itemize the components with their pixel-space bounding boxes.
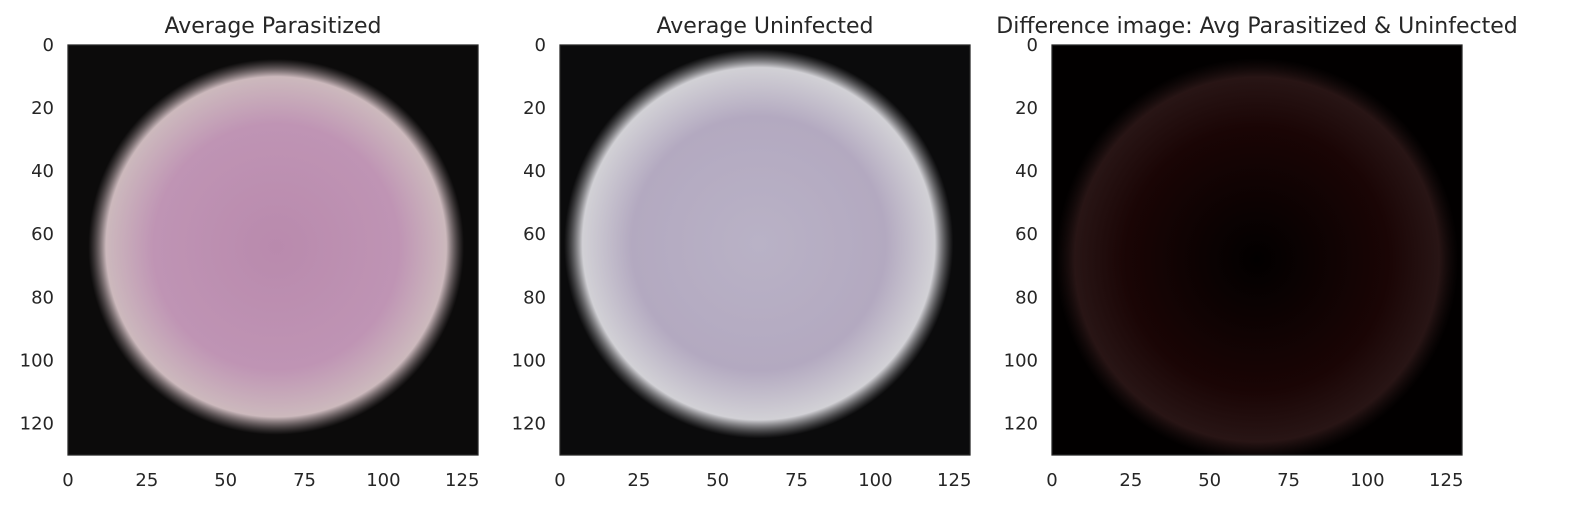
y-tick-label: 100 (1004, 350, 1038, 371)
x-tick-label: 50 (1198, 470, 1221, 491)
x-tick-label: 75 (1277, 470, 1300, 491)
cell-blob (1052, 45, 1462, 455)
axes-frame (67, 44, 479, 456)
x-tick-label: 0 (1046, 470, 1057, 491)
x-tick-label: 100 (1350, 470, 1384, 491)
y-tick-label: 80 (523, 287, 546, 308)
cell-blob (560, 45, 970, 455)
y-tick-label: 120 (20, 413, 54, 434)
y-tick-label: 100 (20, 350, 54, 371)
y-tick-label: 100 (512, 350, 546, 371)
y-tick-label: 20 (1015, 98, 1038, 119)
y-tick-label: 0 (43, 35, 54, 56)
x-tick-label: 25 (1119, 470, 1142, 491)
y-tick-label: 40 (31, 161, 54, 182)
panel-title: Average Parasitized (165, 14, 382, 39)
panel-title: Average Uninfected (657, 14, 874, 39)
x-tick-label: 0 (554, 470, 565, 491)
y-tick-label: 120 (1004, 413, 1038, 434)
panel-2: Average Uninfected 0 25 50 75 100 125 0 20 40 60 80… (512, 14, 972, 491)
y-tick-label: 80 (1015, 287, 1038, 308)
cell-blob (68, 45, 478, 455)
y-tick-label: 60 (31, 224, 54, 245)
y-tick-label: 60 (523, 224, 546, 245)
x-tick-label: 25 (135, 470, 158, 491)
x-tick-label: 125 (1429, 470, 1463, 491)
x-tick-label: 0 (62, 470, 73, 491)
x-tick-label: 25 (627, 470, 650, 491)
panel-title: Difference image: Avg Parasitized & Unin… (996, 14, 1517, 39)
y-tick-label: 0 (1027, 35, 1038, 56)
y-tick-label: 40 (1015, 161, 1038, 182)
x-tick-label: 50 (706, 470, 729, 491)
heatmap-image (560, 45, 970, 455)
y-tick-label: 0 (535, 35, 546, 56)
x-tick-label: 75 (785, 470, 808, 491)
panel-1: Average Parasitized 0 25 50 75 100 125 0 20 40 60 8… (20, 14, 480, 491)
axes-frame (1051, 44, 1463, 456)
heatmap-image (68, 45, 478, 455)
y-tick-label: 80 (31, 287, 54, 308)
x-tick-label: 75 (293, 470, 316, 491)
panel-3: Difference image: Avg Parasitized & Unin… (996, 14, 1517, 491)
x-tick-label: 125 (937, 470, 971, 491)
y-tick-label: 20 (31, 98, 54, 119)
y-tick-label: 120 (512, 413, 546, 434)
axes-frame (559, 44, 971, 456)
y-tick-label: 40 (523, 161, 546, 182)
y-tick-label: 20 (523, 98, 546, 119)
x-tick-label: 50 (214, 470, 237, 491)
x-tick-label: 100 (858, 470, 892, 491)
y-tick-label: 60 (1015, 224, 1038, 245)
x-tick-label: 125 (445, 470, 479, 491)
panels: Average Parasitized 0 25 50 75 100 125 0 20 40 60 8… (20, 14, 1518, 491)
x-tick-label: 100 (366, 470, 400, 491)
heatmap-image (1052, 45, 1462, 455)
